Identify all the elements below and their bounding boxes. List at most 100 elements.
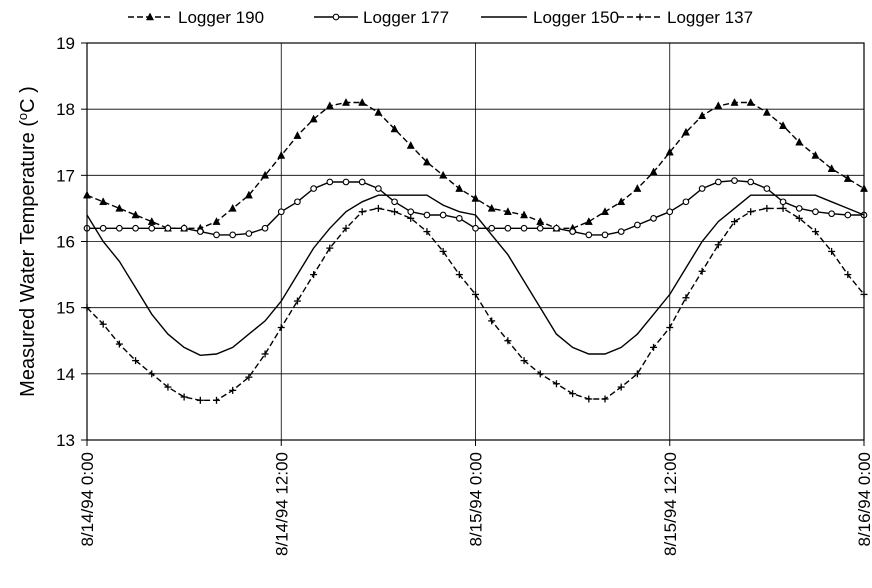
data-point xyxy=(390,124,399,133)
data-point xyxy=(358,208,366,216)
data-point xyxy=(779,198,787,206)
data-point xyxy=(148,370,156,378)
y-tick-label: 14 xyxy=(56,365,75,384)
data-point xyxy=(423,211,431,219)
x-tick-label: 8/15/94 0:00 xyxy=(467,452,486,547)
data-point xyxy=(747,178,755,186)
data-point xyxy=(196,228,204,235)
data-point xyxy=(617,383,625,391)
data-point xyxy=(196,396,204,404)
data-point xyxy=(665,147,674,156)
data-point xyxy=(439,247,447,255)
data-point xyxy=(795,205,803,212)
data-point xyxy=(277,150,286,159)
data-point xyxy=(584,217,593,225)
data-point xyxy=(407,214,415,222)
legend-item: Logger 150 xyxy=(481,8,619,27)
data-point xyxy=(763,204,771,212)
data-point xyxy=(471,193,480,202)
data-point xyxy=(520,224,528,232)
x-tick-label: 8/16/94 0:00 xyxy=(855,452,872,547)
legend-label: Logger 190 xyxy=(178,8,264,27)
data-point xyxy=(504,337,512,345)
data-point xyxy=(795,137,804,146)
data-point xyxy=(779,121,788,129)
data-point xyxy=(423,228,431,236)
data-point xyxy=(698,267,706,275)
x-axis-ticks: 8/14/94 0:00 8/14/94 12:00 8/15/94 0:00 8/1… xyxy=(78,440,872,556)
x-tick-label: 8/15/94 12:00 xyxy=(661,452,680,556)
data-point xyxy=(325,101,334,110)
data-point xyxy=(439,170,448,179)
x-tick-label: 8/14/94 12:00 xyxy=(272,452,291,556)
data-point xyxy=(746,98,755,106)
data-point xyxy=(294,198,301,206)
data-point xyxy=(326,178,334,186)
data-point xyxy=(811,228,819,236)
data-point xyxy=(132,224,139,232)
data-point xyxy=(131,210,140,219)
series-logger-150 xyxy=(86,194,865,357)
data-point xyxy=(115,340,123,348)
data-point xyxy=(682,294,690,302)
data-point xyxy=(536,370,544,378)
y-tick-label: 18 xyxy=(56,100,75,119)
data-point xyxy=(650,343,658,351)
legend-marker xyxy=(145,12,155,21)
data-point xyxy=(617,228,625,235)
data-point xyxy=(536,217,545,225)
data-point xyxy=(472,224,479,232)
data-point xyxy=(553,224,560,232)
y-axis-title-text: Measured Water Temperature ( xyxy=(17,120,39,397)
data-point xyxy=(391,208,399,216)
data-point xyxy=(277,208,285,216)
data-point xyxy=(520,357,528,365)
data-point xyxy=(455,214,463,222)
data-point xyxy=(213,231,220,239)
data-point xyxy=(520,210,529,219)
data-point xyxy=(293,131,302,139)
data-point xyxy=(633,370,641,378)
series-logger-190 xyxy=(82,98,869,232)
y-axis-title-unit: C ) xyxy=(17,86,39,113)
degree-superscript: o xyxy=(15,113,30,120)
data-point xyxy=(488,317,496,325)
data-point xyxy=(310,271,318,279)
data-point xyxy=(374,107,383,116)
data-point xyxy=(666,324,674,332)
data-point xyxy=(99,320,107,328)
data-point xyxy=(391,198,398,206)
data-point xyxy=(455,271,463,279)
data-point xyxy=(245,230,253,237)
data-point xyxy=(164,383,172,391)
legend-item: Logger 137 xyxy=(618,8,753,27)
data-point xyxy=(731,177,738,184)
data-point xyxy=(375,185,382,192)
data-point xyxy=(731,218,738,226)
data-point xyxy=(585,395,593,403)
data-point xyxy=(698,185,706,192)
y-tick-label: 19 xyxy=(56,34,75,53)
data-point xyxy=(585,231,593,239)
y-tick-label: 16 xyxy=(56,233,75,252)
data-point xyxy=(779,204,787,212)
data-point xyxy=(180,224,188,232)
data-point xyxy=(504,224,512,232)
data-point xyxy=(827,164,836,172)
data-point xyxy=(681,127,690,136)
data-point xyxy=(601,231,609,239)
data-point xyxy=(244,190,253,199)
legend-item: Logger 190 xyxy=(128,8,264,27)
legend-label: Logger 150 xyxy=(533,8,619,27)
legend-marker xyxy=(332,13,340,21)
data-point xyxy=(99,197,108,206)
data-point xyxy=(730,98,739,106)
data-point xyxy=(228,203,237,212)
data-point xyxy=(261,170,270,179)
data-point xyxy=(213,396,220,404)
data-point xyxy=(844,211,852,219)
data-point xyxy=(342,178,350,186)
data-point xyxy=(536,224,544,232)
data-point xyxy=(503,207,512,215)
